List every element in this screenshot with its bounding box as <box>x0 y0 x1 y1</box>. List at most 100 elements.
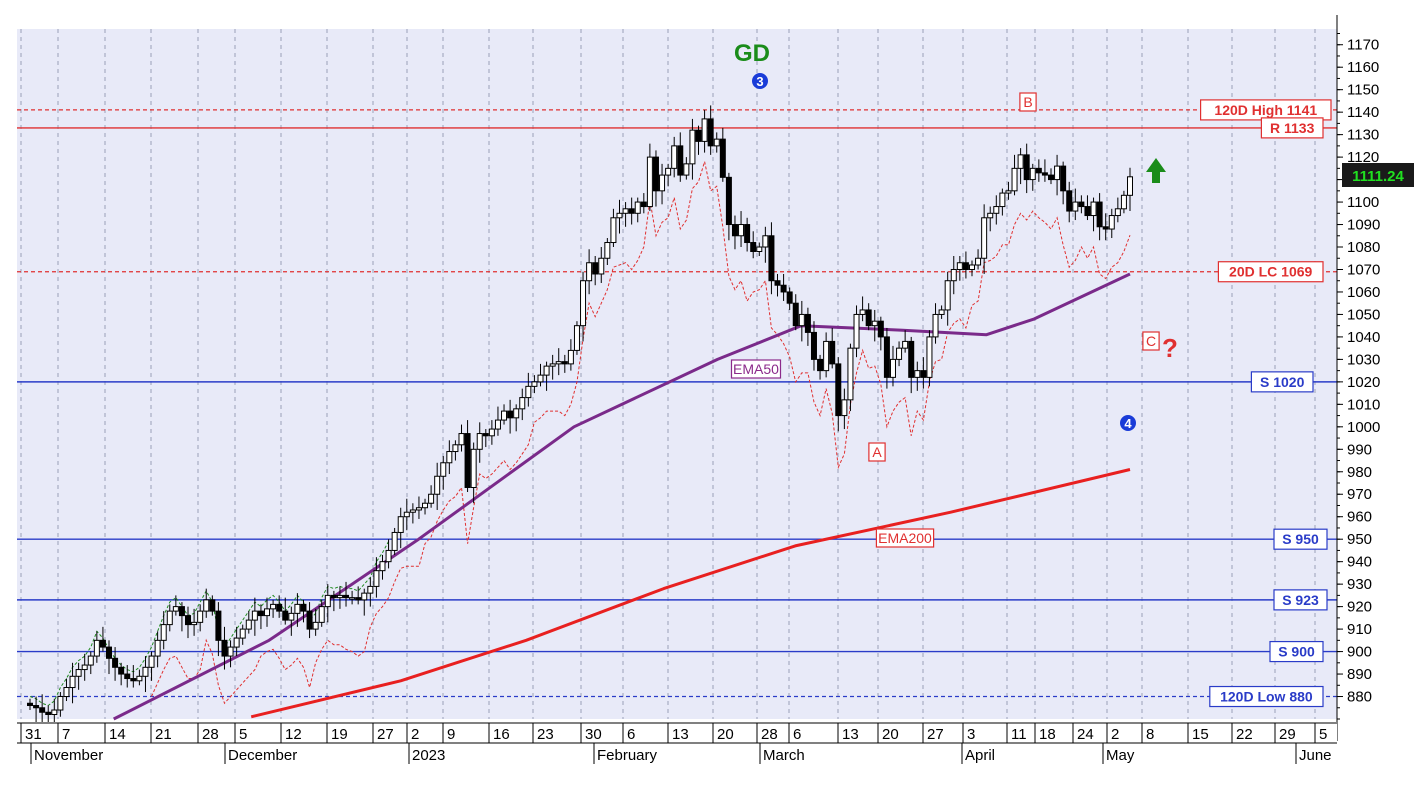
candle-body <box>415 507 422 511</box>
candle-body <box>51 709 58 716</box>
candle-body <box>555 361 562 365</box>
candle-body <box>185 615 192 626</box>
x-tick-label: 15 <box>1192 726 1209 743</box>
candle-body <box>573 325 580 351</box>
y-tick-label: 990 <box>1347 441 1372 458</box>
x-tick-label: 2 <box>1111 726 1119 743</box>
x-tick-label: 23 <box>537 726 554 743</box>
y-tick-label: 1030 <box>1347 351 1380 368</box>
candle-body <box>823 340 830 372</box>
y-tick-label: 1120 <box>1347 149 1379 166</box>
x-tick-label: 3 <box>967 726 975 743</box>
candle-body <box>652 156 659 192</box>
wave-3-marker-circle <box>752 73 768 89</box>
level-label: 120D Low 880 <box>1220 689 1313 705</box>
candle-body <box>1054 165 1061 181</box>
candle-body <box>865 309 872 327</box>
candle-body <box>549 363 556 367</box>
candle-body <box>209 599 216 612</box>
chart-title: GD <box>734 40 770 67</box>
candle-body <box>950 268 957 282</box>
candle-body <box>713 138 720 147</box>
candle-body <box>975 257 982 266</box>
candle-body <box>69 675 76 689</box>
candle-body <box>616 212 623 219</box>
y-tick-label: 1010 <box>1347 396 1380 413</box>
candle-body <box>847 347 854 401</box>
candle-body <box>677 145 684 176</box>
candle-body <box>841 399 848 417</box>
month-label: June <box>1299 747 1332 764</box>
candle-body <box>646 156 653 208</box>
candle-body <box>725 176 732 226</box>
candle-body <box>1127 176 1133 196</box>
candle-body <box>476 433 483 450</box>
candle-body <box>130 678 137 682</box>
month-label: May <box>1106 747 1135 764</box>
candle-body <box>798 313 805 327</box>
candle-body <box>689 129 696 165</box>
candle-body <box>221 639 228 657</box>
y-tick-label: 1020 <box>1347 374 1380 391</box>
candle-body <box>1041 172 1048 176</box>
month-label: 2023 <box>412 747 445 764</box>
candle-body <box>75 669 82 677</box>
candle-body <box>367 585 374 594</box>
candle-body <box>1096 201 1103 228</box>
x-tick-label: 20 <box>717 726 734 743</box>
last-price-value: 1111.24 <box>1352 168 1404 185</box>
candle-body <box>63 687 70 698</box>
candle-body <box>501 410 508 421</box>
candle-body <box>160 624 167 641</box>
y-tick-label: 890 <box>1347 666 1372 683</box>
x-axis-band <box>17 722 1337 766</box>
y-tick-label: 1090 <box>1347 217 1380 234</box>
candle-body <box>203 599 210 612</box>
marker-a: A <box>872 444 882 460</box>
candle-body <box>118 666 125 675</box>
candle-body <box>580 280 587 327</box>
candle-body <box>276 603 283 612</box>
level-label-box <box>1273 528 1328 550</box>
level-label-box <box>1273 589 1328 611</box>
candle-body <box>142 666 149 677</box>
marker-b: B <box>1023 94 1032 110</box>
candle-body <box>683 163 690 176</box>
candle-body <box>920 370 927 378</box>
up-arrow-icon <box>1146 158 1166 183</box>
y-axis: 880 890 900 910 920 930 940 950 960 970 980 990 1000… <box>1336 15 1380 741</box>
candle-body <box>756 246 763 253</box>
candle-body <box>434 475 441 495</box>
y-tick-label: 940 <box>1347 554 1372 571</box>
candle-body <box>81 664 88 671</box>
candle-body <box>586 262 593 282</box>
candle-body <box>288 612 295 621</box>
candle-body <box>93 639 100 657</box>
candle-body <box>1035 167 1042 174</box>
x-tick-label: 7 <box>62 726 70 743</box>
candle-body <box>172 606 179 612</box>
candle-body <box>956 262 963 270</box>
x-tick-label: 5 <box>1319 726 1327 743</box>
candle-body <box>1084 206 1091 217</box>
ema50-label-box <box>730 359 782 379</box>
candle-body <box>458 433 465 446</box>
candle-body <box>440 462 447 477</box>
x-tick-label: 22 <box>1236 726 1253 743</box>
x-tick-label: 31 <box>25 726 42 743</box>
candle-body <box>397 516 404 533</box>
candle-body <box>968 264 975 270</box>
candle-body <box>914 370 921 378</box>
candle-body <box>470 448 477 489</box>
question-mark: ? <box>1162 333 1178 363</box>
moving-averages <box>113 272 1131 721</box>
candle-body <box>665 167 672 176</box>
ema200-label-box <box>875 528 935 548</box>
x-tick-label: 13 <box>842 726 859 743</box>
candle-body <box>318 606 325 623</box>
candle-body <box>810 331 817 360</box>
candle-body <box>877 320 884 338</box>
x-tick-label: 27 <box>927 726 944 743</box>
x-tick-label: 28 <box>202 726 219 743</box>
marker-b-box <box>1019 92 1037 112</box>
